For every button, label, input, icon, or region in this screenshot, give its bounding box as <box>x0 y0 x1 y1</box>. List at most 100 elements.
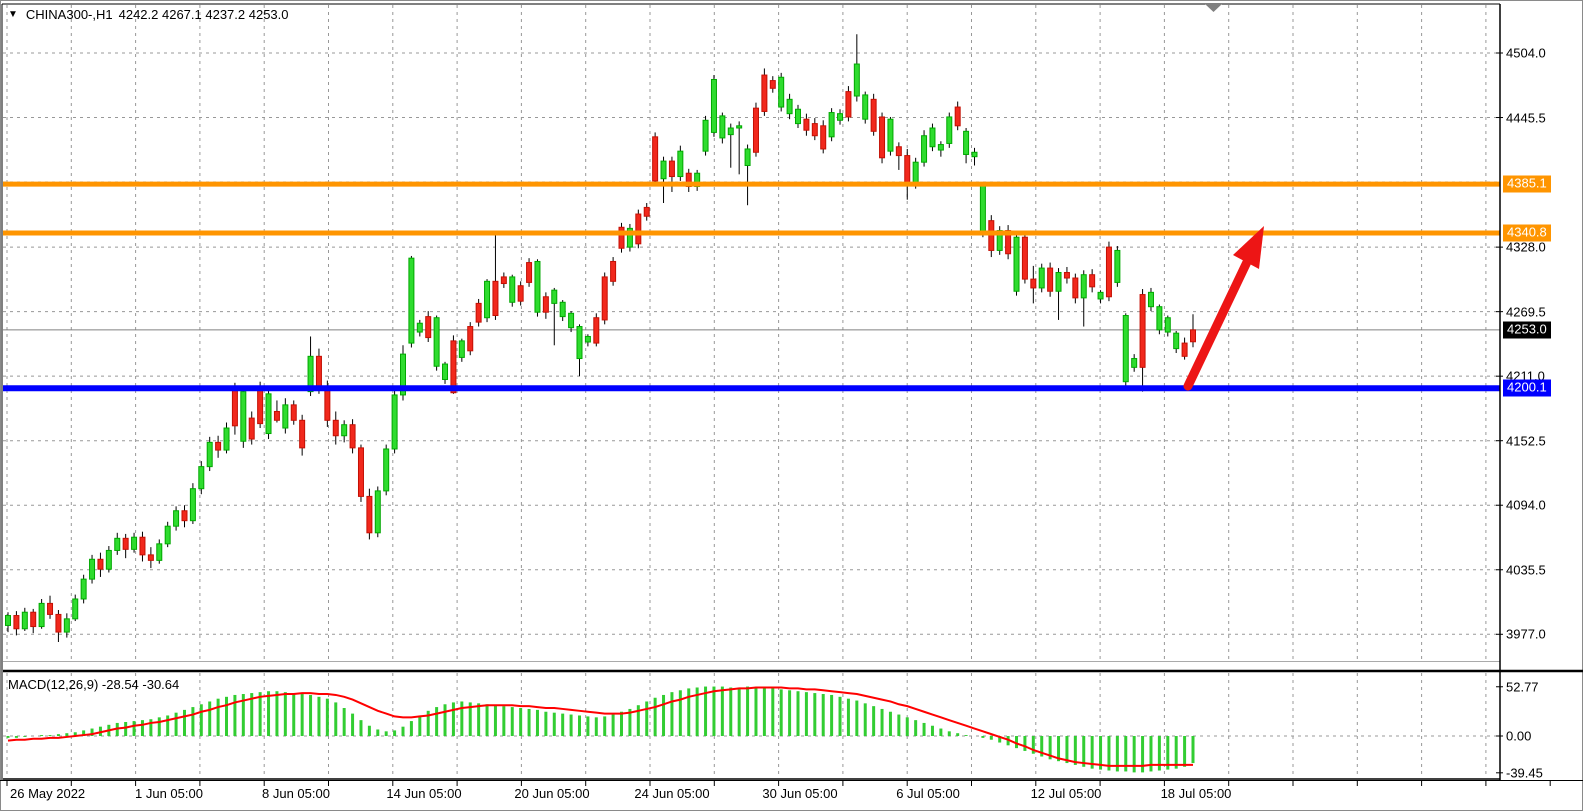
candle-body <box>988 220 995 251</box>
candle-body <box>778 76 785 108</box>
candle-body <box>811 123 818 137</box>
candle-body <box>1114 249 1121 283</box>
candle-body <box>904 155 911 185</box>
time-axis-label: 6 Jul 05:00 <box>896 786 960 801</box>
candle-body <box>105 549 112 570</box>
trend-arrow-head[interactable] <box>1233 226 1264 269</box>
candle-body <box>761 74 768 112</box>
candle-body <box>509 276 516 303</box>
candle-body <box>1038 267 1045 289</box>
candle-body <box>475 302 482 323</box>
candle-body <box>576 326 583 360</box>
candle-body <box>1030 278 1037 289</box>
candle-body <box>307 355 314 393</box>
symbol-period-label: CHINA300-,H1 <box>25 7 113 22</box>
header-ohlc-values: 4242.2 4267.1 4237.2 4253.0 <box>118 7 289 22</box>
candle-body <box>1089 274 1096 288</box>
candle-body <box>97 558 104 570</box>
candle-body <box>862 94 869 120</box>
candle-body <box>139 536 146 556</box>
resistance-lower-price-badge[interactable]: 4340.8 <box>1503 224 1551 242</box>
candle-body <box>618 226 625 249</box>
chart-shift-icon[interactable] <box>1205 4 1222 12</box>
candle-body <box>727 127 734 136</box>
candle-body <box>189 488 196 522</box>
chart-header: ▼ CHINA300-,H1 4242.2 4267.1 4237.2 4253… <box>8 7 289 22</box>
candle-body <box>458 340 465 358</box>
resistance-upper-price-badge[interactable]: 4385.1 <box>1503 175 1551 193</box>
candle-body <box>879 116 886 159</box>
price-axis-label: 4035.5 <box>1506 562 1546 578</box>
time-axis-label: 26 May 2022 <box>10 786 86 801</box>
candle-body <box>206 441 213 468</box>
candle-body <box>248 417 255 440</box>
candle-body <box>324 387 331 421</box>
candle-body <box>752 107 759 153</box>
candle-body <box>55 613 62 633</box>
candle-body <box>30 611 37 628</box>
candle-body <box>1097 291 1104 300</box>
candle-body <box>795 108 801 125</box>
candle-body <box>38 602 45 628</box>
current-price-badge: 4253.0 <box>1503 321 1551 339</box>
candle-body <box>1139 294 1146 368</box>
candle-body <box>895 146 902 157</box>
candle-body <box>1181 342 1188 357</box>
candle-body <box>963 130 970 155</box>
candle-body <box>542 296 549 313</box>
candle-body <box>1021 236 1028 280</box>
candle-body <box>1105 246 1112 298</box>
candle-body <box>89 558 96 580</box>
candle-body <box>887 118 894 152</box>
candle-body <box>1122 315 1129 383</box>
candle-body <box>954 106 961 127</box>
candle-body <box>643 206 650 217</box>
support-price-badge[interactable]: 4200.1 <box>1503 379 1551 397</box>
candle-body <box>853 63 860 97</box>
macd-scale-label: -39.45 <box>1506 765 1543 781</box>
candle-body <box>1190 329 1196 343</box>
candle-body <box>702 119 709 152</box>
candle-body <box>568 312 575 329</box>
candle-body <box>357 447 364 497</box>
trend-arrow-shaft[interactable] <box>1183 257 1252 391</box>
candle-body <box>442 363 449 380</box>
candle-body <box>13 615 20 630</box>
candle-body <box>660 160 667 180</box>
candle-body <box>80 578 87 600</box>
candle-body <box>425 316 432 339</box>
candle-body <box>391 394 398 450</box>
time-axis-label: 12 Jul 05:00 <box>1030 786 1102 801</box>
symbol-dropdown-icon[interactable]: ▼ <box>8 9 18 20</box>
candle-body <box>610 260 617 282</box>
candle-body <box>828 112 835 138</box>
candle-body <box>786 98 793 115</box>
candle-body <box>231 390 238 427</box>
candle-body <box>845 91 852 118</box>
candle-body <box>517 285 524 302</box>
candle-body <box>273 410 280 421</box>
candle-body <box>114 537 121 551</box>
price-axis-label: 4445.5 <box>1506 110 1546 126</box>
candle-body <box>299 419 306 449</box>
candle-body <box>526 262 533 283</box>
candle-body <box>290 404 297 421</box>
candle-body <box>912 161 919 185</box>
candle-body <box>484 280 491 319</box>
candle-body <box>1063 271 1070 279</box>
candle-body <box>383 448 390 492</box>
candle-body <box>215 441 222 451</box>
candle-body <box>122 537 129 550</box>
time-axis-label: 30 Jun 05:00 <box>762 786 838 801</box>
candle-body <box>374 490 381 534</box>
candle-body <box>416 322 423 333</box>
candle-body <box>1156 306 1163 331</box>
candle-body <box>433 317 440 367</box>
time-axis-label: 1 Jun 05:00 <box>135 786 203 801</box>
candle-body <box>929 127 936 148</box>
candle-body <box>467 326 474 352</box>
time-axis-label: 14 Jun 05:00 <box>386 786 462 801</box>
candle-body <box>601 276 608 321</box>
candle-body <box>584 335 591 343</box>
